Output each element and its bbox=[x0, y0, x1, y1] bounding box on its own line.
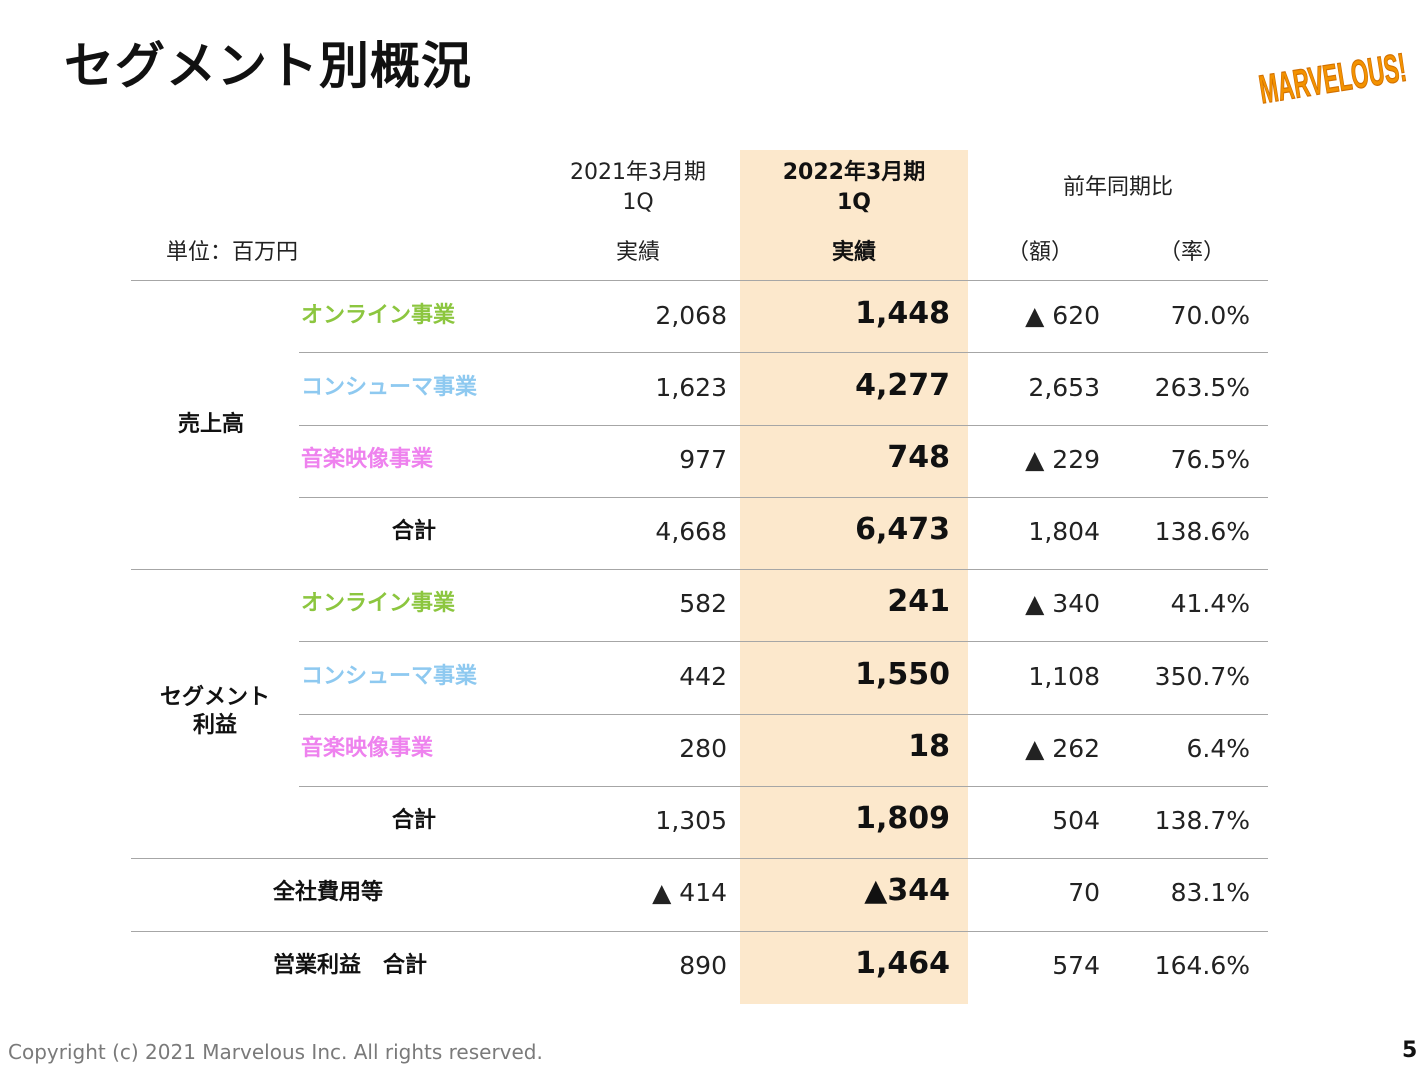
group-label-sales: 売上高 bbox=[178, 412, 245, 437]
curr-value: 1,448 bbox=[855, 296, 950, 331]
prev-period-year: 2021年3月期 bbox=[570, 160, 706, 185]
yoy-diff-value: 1,108 bbox=[1028, 662, 1100, 691]
copyright-footer: Copyright (c) 2021 Marvelous Inc. All ri… bbox=[8, 1040, 543, 1064]
group-label-segment-profit-line2: 利益 bbox=[192, 713, 237, 738]
row-label: オンライン事業 bbox=[301, 591, 456, 616]
row-label: 営業利益 合計 bbox=[273, 953, 428, 978]
prev-value: 1,623 bbox=[655, 373, 727, 402]
prev-value: 890 bbox=[679, 951, 727, 980]
yoy-rate-value: 41.4% bbox=[1170, 589, 1250, 618]
group-label-segment-profit: セグメント 利益 bbox=[152, 684, 278, 740]
row-label: 音楽映像事業 bbox=[301, 736, 434, 761]
curr-value: 241 bbox=[887, 584, 950, 619]
row-label: 合計 bbox=[392, 808, 437, 833]
prev-value: 977 bbox=[679, 445, 727, 474]
row-label: 全社費用等 bbox=[273, 880, 384, 905]
curr-period-header: 2022年3月期 1Q bbox=[764, 158, 944, 218]
prev-value: 2,068 bbox=[655, 301, 727, 330]
curr-period-quarter: 1Q bbox=[836, 190, 871, 215]
row-divider bbox=[299, 786, 1268, 787]
row-divider bbox=[299, 641, 1268, 642]
marvelous-logo: MARVELOUS! bbox=[1256, 45, 1408, 106]
yoy-diff-value: 504 bbox=[1052, 806, 1100, 835]
yoy-header: 前年同期比 bbox=[1062, 175, 1173, 200]
unit-label: 単位：百万円 bbox=[166, 240, 299, 265]
yoy-rate-value: 138.7% bbox=[1154, 806, 1250, 835]
yoy-rate-value: 70.0% bbox=[1170, 301, 1250, 330]
logo-text: MARVELOUS! bbox=[1256, 46, 1408, 106]
row-divider bbox=[299, 497, 1268, 498]
yoy-diff-value: 70 bbox=[1068, 878, 1100, 907]
curr-period-sub: 実績 bbox=[831, 240, 876, 265]
page-title: セグメント別概況 bbox=[64, 37, 472, 95]
yoy-diff-value: 574 bbox=[1052, 951, 1100, 980]
yoy-rate-value: 76.5% bbox=[1170, 445, 1250, 474]
row-label: コンシューマ事業 bbox=[301, 375, 478, 400]
curr-value: 18 bbox=[908, 729, 950, 764]
current-period-highlight bbox=[740, 150, 968, 1004]
yoy-diff-value: ▲ 229 bbox=[1025, 445, 1100, 474]
prev-value: ▲ 414 bbox=[652, 878, 727, 907]
page-number: 5 bbox=[1402, 1038, 1418, 1063]
yoy-rate-value: 164.6% bbox=[1154, 951, 1250, 980]
curr-value: 1,550 bbox=[855, 657, 950, 692]
yoy-diff-value: ▲ 620 bbox=[1025, 301, 1100, 330]
prev-period-header: 2021年3月期 1Q bbox=[548, 158, 728, 218]
group-label-segment-profit-line1: セグメント bbox=[159, 685, 270, 710]
yoy-diff-value: 2,653 bbox=[1028, 373, 1100, 402]
prev-value: 1,305 bbox=[655, 806, 727, 835]
yoy-diff-value: ▲ 262 bbox=[1025, 734, 1100, 763]
yoy-rate-value: 138.6% bbox=[1154, 517, 1250, 546]
yoy-rate-value: 6.4% bbox=[1186, 734, 1250, 763]
yoy-rate-header: （率） bbox=[1158, 240, 1225, 265]
yoy-rate-value: 263.5% bbox=[1154, 373, 1250, 402]
curr-value: ▲344 bbox=[864, 873, 950, 908]
prev-value: 280 bbox=[679, 734, 727, 763]
yoy-rate-value: 350.7% bbox=[1154, 662, 1250, 691]
row-divider bbox=[299, 714, 1268, 715]
curr-value: 1,464 bbox=[855, 946, 950, 981]
curr-value: 748 bbox=[887, 440, 950, 475]
row-divider bbox=[299, 352, 1268, 353]
row-label: 合計 bbox=[392, 519, 437, 544]
curr-value: 4,277 bbox=[855, 368, 950, 403]
prev-value: 442 bbox=[679, 662, 727, 691]
yoy-diff-value: 1,804 bbox=[1028, 517, 1100, 546]
prev-period-quarter: 1Q bbox=[622, 190, 654, 215]
row-divider bbox=[299, 425, 1268, 426]
yoy-diff-value: ▲ 340 bbox=[1025, 589, 1100, 618]
curr-value: 6,473 bbox=[855, 512, 950, 547]
prev-period-sub: 実績 bbox=[615, 240, 660, 265]
yoy-rate-value: 83.1% bbox=[1170, 878, 1250, 907]
group-divider bbox=[131, 569, 1268, 570]
yoy-amount-header: （額） bbox=[1006, 240, 1073, 265]
group-divider bbox=[131, 858, 1268, 859]
curr-value: 1,809 bbox=[855, 801, 950, 836]
prev-value: 4,668 bbox=[655, 517, 727, 546]
curr-period-year: 2022年3月期 bbox=[782, 160, 926, 185]
header-divider bbox=[131, 280, 1268, 281]
row-label: コンシューマ事業 bbox=[301, 664, 478, 689]
row-label: オンライン事業 bbox=[301, 303, 456, 328]
group-divider bbox=[131, 931, 1268, 932]
row-label: 音楽映像事業 bbox=[301, 447, 434, 472]
prev-value: 582 bbox=[679, 589, 727, 618]
